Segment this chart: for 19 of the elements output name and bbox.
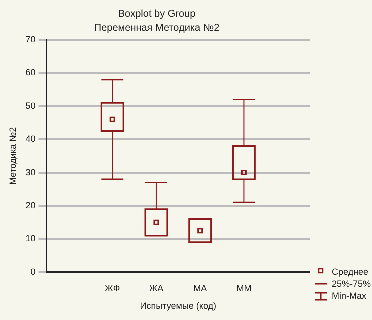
y-tick-label: 60 [26,68,36,78]
chart-subtitle: Переменная Методика №2 [94,22,220,34]
text: Среднее [332,266,369,278]
x-tick-label: ЖА [149,283,164,294]
y-tick-label: 30 [26,167,36,178]
y-axis-title: Методика №2 [8,127,18,186]
text: Min-Max [332,290,367,302]
y-tick-label: 70 [26,34,36,44]
x-axis-title: Испытуемые (код) [140,301,217,312]
y-tick-label: 50 [26,100,36,111]
x-tick-label: ЖФ [105,283,120,294]
x-tick-label: МА [194,283,208,294]
chart-title: Boxplot by Group [118,8,196,20]
y-tick-label: 10 [26,234,36,244]
x-tick-label: ММ [236,283,252,294]
y-tick-label: 40 [26,134,36,144]
y-tick-label: 20 [26,200,36,210]
text: 25%-75% [332,278,372,290]
y-tick-label: 0 [30,266,36,277]
